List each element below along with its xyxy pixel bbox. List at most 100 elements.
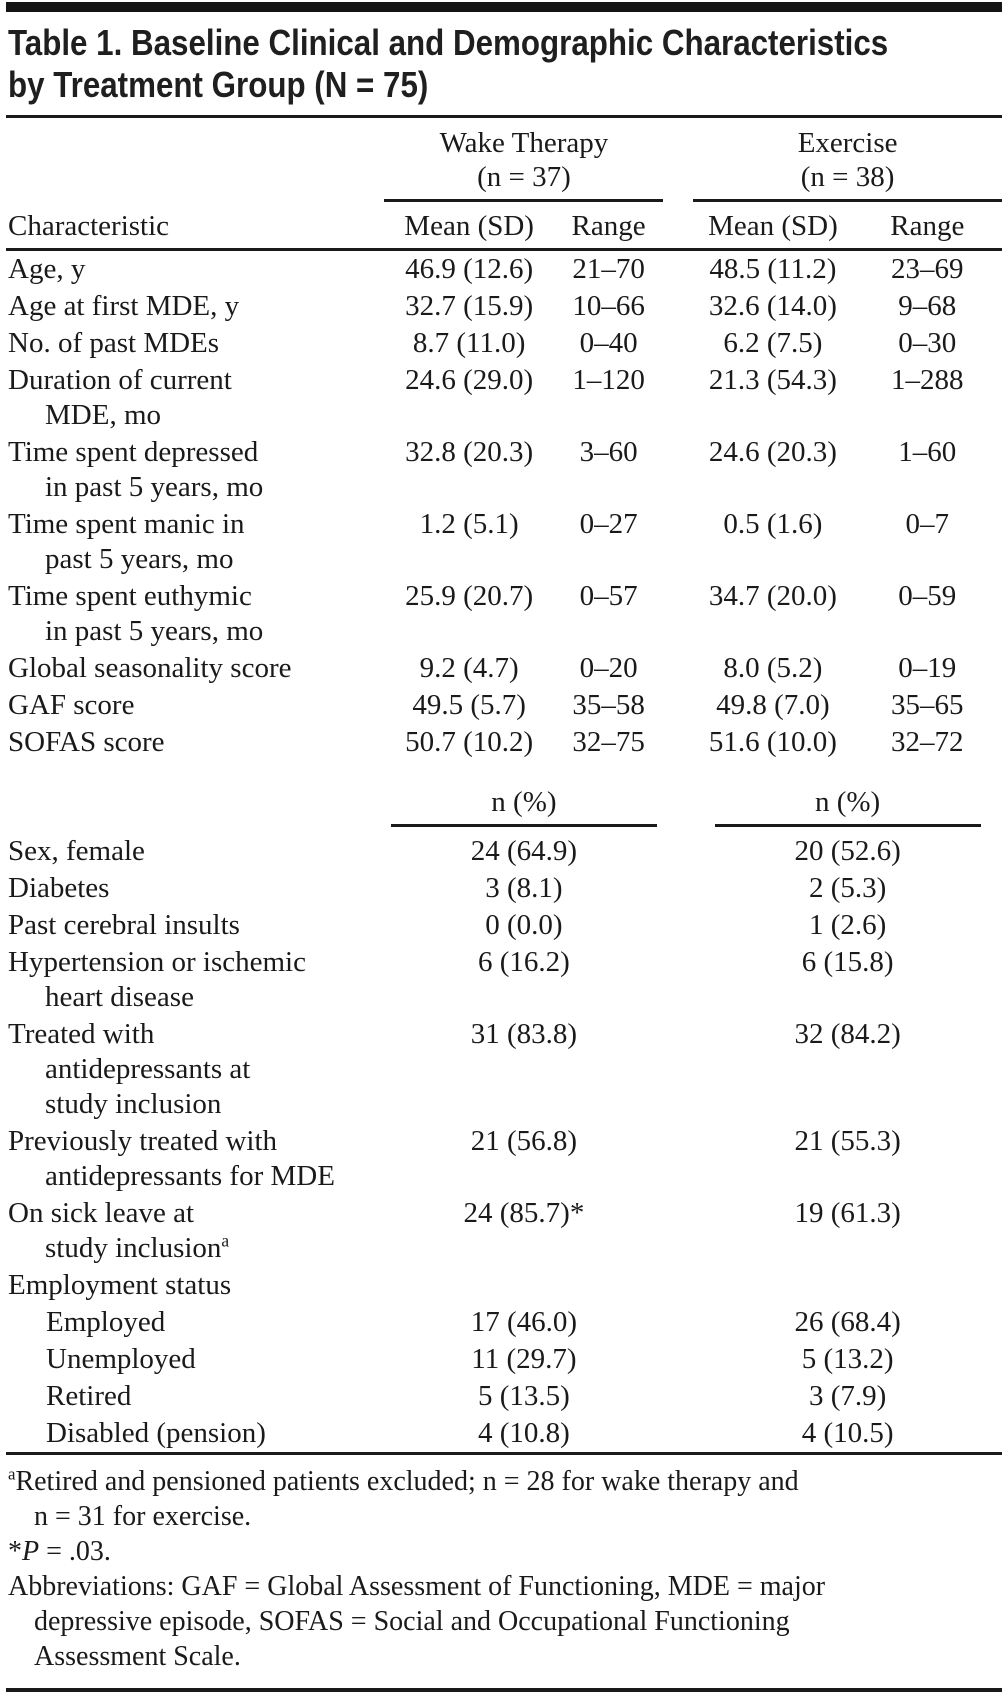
header-mean-sd-wake: Mean (SD) <box>384 200 554 251</box>
column-gutter <box>663 687 693 724</box>
row-label: Time spent manic in past 5 years, mo <box>6 506 384 578</box>
cell-wake-mean-sd: 8.7 (11.0) <box>412 327 526 359</box>
row-label-line: Treated with <box>8 1018 155 1050</box>
cell-wake-mean-sd: 25.9 (20.7) <box>405 580 534 612</box>
cell-exercise-range: 32–72 <box>891 726 964 758</box>
footnote-rule <box>6 1452 1002 1455</box>
footnote-marker-sup: a <box>221 1230 230 1251</box>
column-gutter <box>663 118 693 201</box>
row-label: No. of past MDEs <box>6 325 384 362</box>
row-label-line: Retired <box>46 1380 132 1412</box>
cell-exercise-range: 1–60 <box>898 436 957 468</box>
empty-cell <box>6 761 384 833</box>
cell-wake-mean-sd: 1.2 (5.1) <box>419 508 519 540</box>
table-row: Diabetes 3 (8.1) 2 (5.3) <box>6 870 1002 907</box>
column-gutter <box>663 200 694 251</box>
cell-exercise-mean-sd: 51.6 (10.0) <box>708 726 837 758</box>
n-pct-subheader-row: n (%) n (%) <box>6 761 1002 833</box>
col-group-wake-therapy: Wake Therapy (n = 37) <box>384 118 664 202</box>
row-label: Unemployed <box>6 1341 384 1378</box>
row-label-line: MDE, mo <box>45 399 161 431</box>
row-label: SOFAS score <box>6 724 384 761</box>
cell-wake-range: 0–20 <box>579 652 638 684</box>
n-pct-subheader-exercise: n (%) <box>693 761 1002 833</box>
row-label: Time spent euthymic in past 5 years, mo <box>6 578 384 650</box>
cell-exercise-n-pct: 6 (15.8) <box>801 946 894 978</box>
cell-exercise-n-pct: 32 (84.2) <box>794 1018 901 1050</box>
footnotes: aRetired and pensioned patients excluded… <box>6 1455 1002 1676</box>
row-label-line: study inclusion <box>45 1088 222 1120</box>
table-row: Past cerebral insults 0 (0.0) 1 (2.6) <box>6 907 1002 944</box>
cell-exercise-range: 35–65 <box>891 689 964 721</box>
table-row: Disabled (pension) 4 (10.8) 4 (10.5) <box>6 1415 1002 1452</box>
table-row: Age, y 46.9 (12.6) 21–70 48.5 (11.2) 23–69 <box>6 250 1002 289</box>
n-pct-label-exercise: n (%) <box>714 785 981 827</box>
row-label: Past cerebral insults <box>6 907 384 944</box>
row-label-line: Time spent euthymic <box>8 580 252 612</box>
table-row: Employment status <box>6 1267 1002 1304</box>
cell-wake-n-pct: 21 (56.8) <box>470 1125 578 1157</box>
cell-wake-mean-sd: 24.6 (29.0) <box>405 364 534 396</box>
row-label: Employed <box>6 1304 384 1341</box>
table-row: Global seasonality score 9.2 (4.7) 0–20 8.0… <box>6 650 1002 687</box>
top-rule <box>6 2 1002 12</box>
row-label-line: in past 5 years, mo <box>45 615 264 647</box>
row-label-line: Diabetes <box>8 872 110 904</box>
column-gutter <box>663 1016 693 1123</box>
group-label-wake: Wake Therapy <box>439 127 609 159</box>
cell-wake-range: 35–58 <box>572 689 645 721</box>
footnote-a: aRetired and pensioned patients excluded… <box>8 1464 1000 1534</box>
row-label: Diabetes <box>6 870 384 907</box>
table-row: Hypertension or ischemic heart disease 6 (… <box>6 944 1002 1016</box>
row-label: Hypertension or ischemic heart disease <box>6 944 384 1016</box>
pvalue-rest: = .03. <box>39 1536 111 1567</box>
cell-wake-range: 0–40 <box>579 327 638 359</box>
column-gutter <box>663 1195 693 1267</box>
cell-wake-range: 32–75 <box>572 726 645 758</box>
cell-exercise-mean-sd: 48.5 (11.2) <box>709 253 837 285</box>
cell-exercise-mean-sd: 21.3 (54.3) <box>708 364 837 396</box>
row-label-line: Unemployed <box>46 1343 196 1375</box>
row-label: GAF score <box>6 687 384 724</box>
cell-wake-range: 0–57 <box>579 580 638 612</box>
title-line-1: Table 1. Baseline Clinical and Demograph… <box>8 22 889 63</box>
column-gutter <box>663 506 693 578</box>
row-label-line: On sick leave at <box>8 1197 195 1229</box>
column-gutter <box>663 761 693 833</box>
table-row: Treated with antidepressants at study incl… <box>6 1016 1002 1123</box>
col-group-exercise: Exercise (n = 38) <box>693 118 1002 202</box>
column-gutter <box>663 1341 693 1378</box>
row-label: Global seasonality score <box>6 650 384 687</box>
cell-wake-n-pct: 3 (8.1) <box>485 872 563 904</box>
column-gutter <box>663 1415 693 1452</box>
cell-exercise-range: 0–59 <box>898 580 957 612</box>
column-gutter <box>663 944 693 1016</box>
column-gutter <box>663 1304 693 1341</box>
row-label-line: heart disease <box>45 981 194 1013</box>
row-label-line: GAF score <box>8 689 135 721</box>
baseline-characteristics-table: Wake Therapy (n = 37) Exercise (n = 38) … <box>6 118 1002 1452</box>
cell-exercise-n-pct: 21 (55.3) <box>794 1125 901 1157</box>
cell-wake-n-pct: 6 (16.2) <box>478 946 570 978</box>
cell-wake-mean-sd: 9.2 (4.7) <box>419 652 519 684</box>
row-label-line: Previously treated with <box>8 1125 278 1157</box>
n-pct-section: Sex, female 24 (64.9) 20 (52.6) Diabetes 3 (… <box>6 833 1002 1452</box>
column-gutter <box>663 1378 693 1415</box>
table-row: Retired 5 (13.5) 3 (7.9) <box>6 1378 1002 1415</box>
cell-exercise-range: 23–69 <box>891 253 964 285</box>
cell-wake-n-pct: 24 (85.7)* <box>463 1197 585 1229</box>
row-label-line: Duration of current <box>8 364 232 396</box>
table-title: Table 1. Baseline Clinical and Demograph… <box>6 12 1002 115</box>
header-range-exercise: Range <box>852 200 1002 251</box>
cell-exercise-range: 0–30 <box>898 327 957 359</box>
cell-exercise-range: 9–68 <box>898 290 957 322</box>
table-row: Time spent manic in past 5 years, mo 1.2 (… <box>6 506 1002 578</box>
cell-exercise-mean-sd: 0.5 (1.6) <box>723 508 823 540</box>
column-header-row: Characteristic Mean (SD) Range Mean (SD)… <box>6 200 1002 251</box>
header-range-wake: Range <box>553 200 664 251</box>
row-label: Duration of current MDE, mo <box>6 362 384 434</box>
row-label-line: Time spent depressed <box>8 436 259 468</box>
n-pct-subheader-wake: n (%) <box>384 761 663 833</box>
column-gutter <box>663 870 693 907</box>
title-line-2: by Treatment Group (N = 75) <box>8 64 429 105</box>
